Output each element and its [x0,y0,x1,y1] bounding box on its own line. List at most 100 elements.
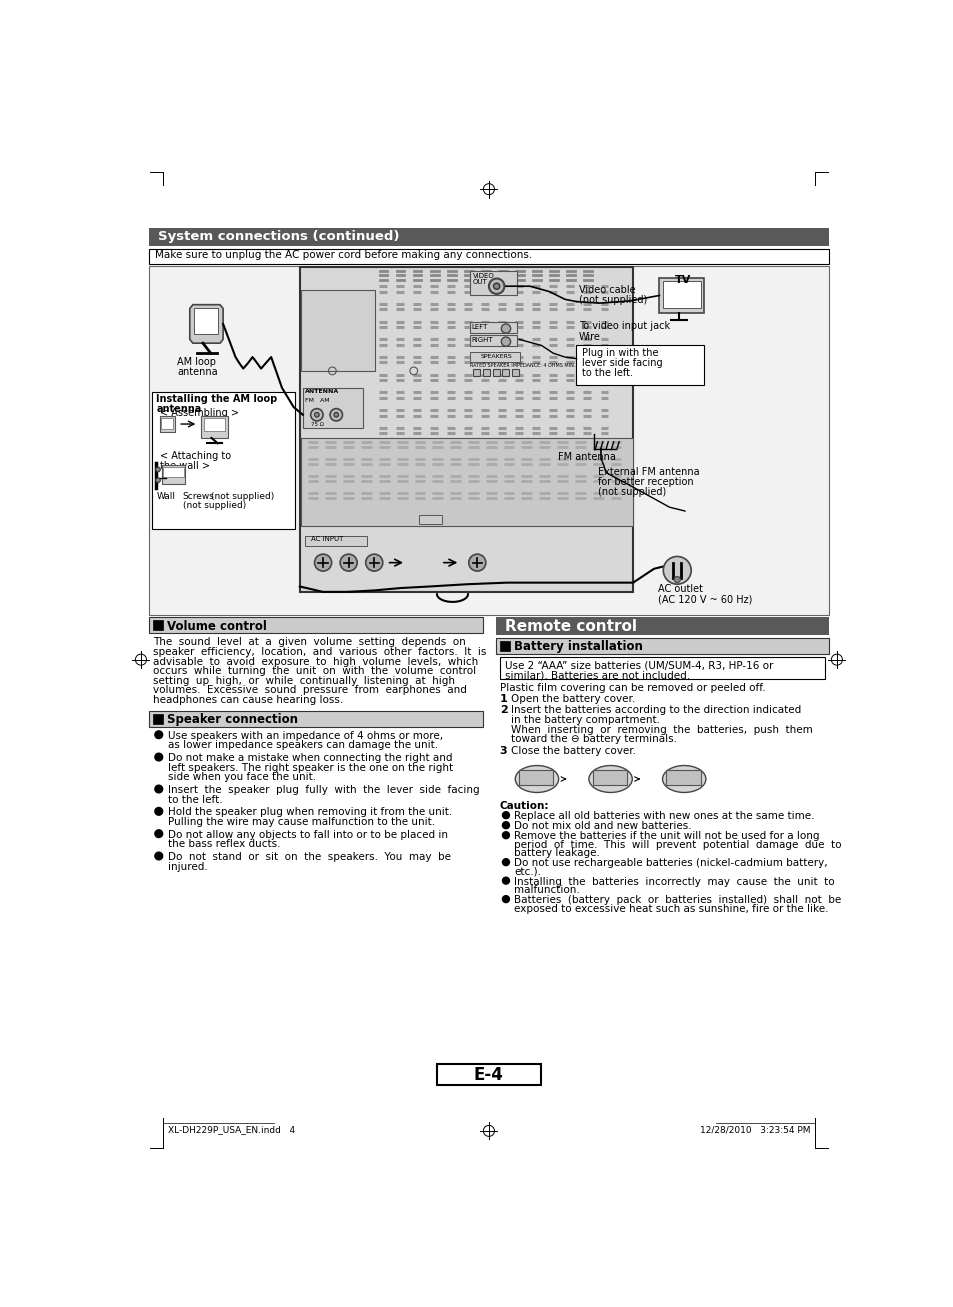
Text: 1: 1 [499,694,507,703]
Text: To video input jack: To video input jack [578,320,669,331]
Circle shape [311,409,323,421]
Text: Volume control: Volume control [167,620,266,633]
Text: FM   AM: FM AM [305,397,330,403]
Text: Installing  the  batteries  incorrectly  may  cause  the  unit  to: Installing the batteries incorrectly may… [514,877,834,886]
Bar [149,229,828,246]
Circle shape [154,808,162,816]
Text: Do  not  stand  or  sit  on  the  speakers.  You  may  be: Do not stand or sit on the speakers. You… [168,852,451,863]
Polygon shape [201,416,228,438]
Circle shape [155,478,160,482]
Text: External FM antenna
for better reception
(not supplied): External FM antenna for better reception… [598,467,700,497]
Text: left speakers. The right speaker is the one on the right: left speakers. The right speaker is the … [168,763,453,772]
Circle shape [500,337,510,346]
Text: volumes.  Excessive  sound  pressure  from  earphones  and: volumes. Excessive sound pressure from e… [152,685,466,695]
Text: RIGHT: RIGHT [472,337,493,342]
Text: Wall: Wall [156,491,175,501]
Text: < Assembling >: < Assembling > [159,408,238,418]
Text: Do not mix old and new batteries.: Do not mix old and new batteries. [514,821,691,831]
Text: Pulling the wire may cause malfunction to the unit.: Pulling the wire may cause malfunction t… [168,817,435,827]
Text: similar). Batteries are not included.: similar). Batteries are not included. [505,670,690,681]
Bar [661,281,700,307]
Circle shape [674,576,679,583]
Text: side when you face the unit.: side when you face the unit. [168,772,315,783]
Bar [576,345,703,384]
Polygon shape [163,467,183,477]
Bar [469,353,519,362]
Text: 3: 3 [499,746,507,757]
Text: Remove the batteries if the unit will not be used for a long: Remove the batteries if the unit will no… [514,831,820,842]
Bar [496,617,828,635]
Text: VIDEO
OUT: VIDEO OUT [472,273,494,285]
Bar [496,638,828,655]
Bar [149,250,828,264]
Text: The  sound  level  at  a  given  volume  setting  depends  on: The sound level at a given volume settin… [152,638,465,647]
Text: 75 Ω: 75 Ω [311,422,323,427]
Circle shape [155,467,160,472]
Circle shape [502,812,509,818]
Bar [592,770,626,786]
Text: Plug in with the
lever side facing
to the left.: Plug in with the lever side facing to th… [581,348,661,378]
Circle shape [154,852,162,860]
Polygon shape [159,416,174,433]
Text: ANTENNA: ANTENNA [305,389,339,395]
Bar [152,392,294,529]
Bar [659,277,703,314]
Text: Make sure to unplug the AC power cord before making any connections.: Make sure to unplug the AC power cord be… [154,251,532,260]
Circle shape [334,413,338,417]
Text: (not supplied): (not supplied) [211,491,274,501]
Polygon shape [162,465,185,484]
Bar [666,770,700,786]
Text: occurs  while  turning  the  unit  on  with  the  volume  control: occurs while turning the unit on with th… [152,667,476,676]
Circle shape [365,554,382,571]
Text: System connections (continued): System connections (continued) [158,230,399,243]
Text: battery leakage.: battery leakage. [514,848,599,859]
Circle shape [493,284,499,289]
Bar [418,515,442,524]
Bar [499,657,824,678]
Text: SPEAKERS: SPEAKERS [480,354,512,359]
Text: AC INPUT: AC INPUT [311,536,343,542]
Text: 2: 2 [499,706,507,715]
Circle shape [662,557,691,584]
Bar [299,267,633,592]
Text: Remote control: Remote control [505,618,637,634]
Polygon shape [204,418,225,431]
Bar [472,370,479,376]
Text: Speaker connection: Speaker connection [167,714,297,727]
Text: RATED SPEAKER IMPEDANCE: 4 OHMS MIN.: RATED SPEAKER IMPEDANCE: 4 OHMS MIN. [470,363,575,369]
Text: Batteries  (battery  pack  or  batteries  installed)  shall  not  be: Batteries (battery pack or batteries ins… [514,895,841,906]
Circle shape [502,877,509,884]
Text: Plastic film covering can be removed or peeled off.: Plastic film covering can be removed or … [499,682,764,693]
Text: Installing the AM loop
antenna: Installing the AM loop antenna [156,393,277,414]
Bar [303,388,363,427]
Polygon shape [161,418,173,429]
Bar [470,271,517,295]
Text: injured.: injured. [168,861,208,872]
Text: Open the battery cover.: Open the battery cover. [511,694,635,703]
Text: AM loop
antenna: AM loop antenna [177,357,218,376]
Text: to the left.: to the left. [168,795,222,805]
Text: AC outlet
(AC 120 V ~ 60 Hz): AC outlet (AC 120 V ~ 60 Hz) [658,584,752,604]
Text: Video cable
(not supplied): Video cable (not supplied) [578,285,646,306]
Text: Use 2 “AAA” size batteries (UM/SUM-4, R3, HP-16 or: Use 2 “AAA” size batteries (UM/SUM-4, R3… [505,660,773,670]
Text: 12/28/2010   3:23:54 PM: 12/28/2010 3:23:54 PM [700,1125,810,1134]
Text: When  inserting  or  removing  the  batteries,  push  them: When inserting or removing the batteries… [511,724,812,735]
Text: as lower impedance speakers can damage the unit.: as lower impedance speakers can damage t… [168,741,437,750]
Circle shape [314,413,319,417]
Text: LEFT: LEFT [472,324,488,329]
Circle shape [154,786,162,793]
Bar [512,370,518,376]
Text: toward the ⊖ battery terminals.: toward the ⊖ battery terminals. [511,735,677,745]
Bar [470,336,517,346]
Bar [149,617,483,634]
Text: Hold the speaker plug when removing it from the unit.: Hold the speaker plug when removing it f… [168,808,452,817]
Text: Insert  the  speaker  plug  fully  with  the  lever  side  facing: Insert the speaker plug fully with the l… [168,786,479,795]
Text: FM antenna: FM antenna [558,452,615,461]
Bar [149,711,483,727]
Circle shape [502,859,509,865]
Text: Wire: Wire [578,332,600,342]
Circle shape [154,731,162,738]
Circle shape [468,554,485,571]
Polygon shape [190,305,223,344]
Text: Use speakers with an impedance of 4 ohms or more,: Use speakers with an impedance of 4 ohms… [168,731,443,741]
